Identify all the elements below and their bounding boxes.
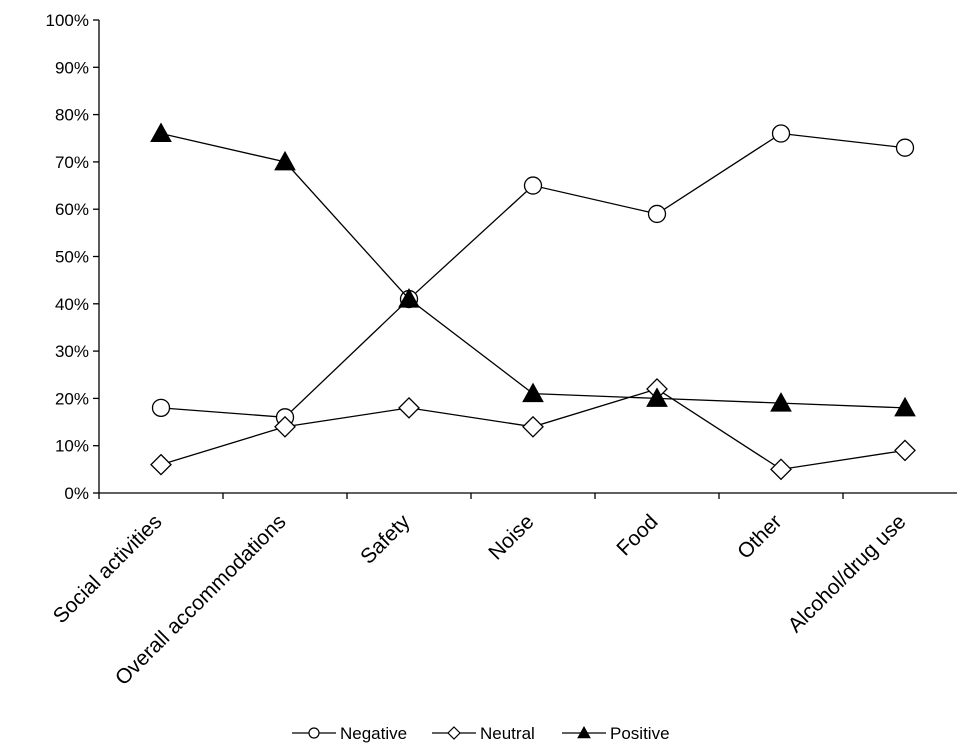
y-tick-label: 90% bbox=[55, 58, 89, 77]
data-point-negative bbox=[771, 124, 791, 143]
y-tick-label: 80% bbox=[55, 106, 89, 125]
y-tick-label: 30% bbox=[55, 342, 89, 361]
legend-item-neutral: Neutral bbox=[432, 724, 535, 743]
data-point-neutral bbox=[274, 415, 296, 438]
y-tick-label: 40% bbox=[55, 295, 89, 314]
legend-label-positive: Positive bbox=[610, 724, 670, 743]
y-tick-label: 10% bbox=[55, 437, 89, 456]
y-tick-label: 100% bbox=[46, 11, 89, 30]
y-tick-label: 60% bbox=[55, 200, 89, 219]
y-tick-label: 70% bbox=[55, 153, 89, 172]
x-category-label: Alcohol/drug use bbox=[784, 510, 911, 637]
data-point-neutral bbox=[522, 415, 544, 438]
x-category-label: Social activities bbox=[49, 510, 167, 628]
data-point-positive bbox=[522, 382, 544, 403]
legend-marker-positive bbox=[577, 725, 591, 739]
data-point-positive bbox=[894, 396, 916, 417]
data-point-neutral bbox=[770, 458, 792, 481]
axes: 0% 10% 20% 30% 40% 50% 60% 70% 80% 90% 100% Social … bbox=[46, 11, 957, 690]
data-point-positive bbox=[150, 122, 172, 143]
x-category-label: Safety bbox=[356, 510, 415, 569]
y-tick-label: 50% bbox=[55, 248, 89, 267]
data-point-neutral bbox=[894, 439, 916, 462]
series-negative bbox=[151, 124, 915, 427]
data-point-positive bbox=[398, 288, 420, 308]
x-category-label: Food bbox=[612, 510, 662, 560]
series-positive bbox=[150, 122, 916, 417]
y-tick-label: 20% bbox=[55, 389, 89, 408]
data-point-neutral bbox=[150, 453, 172, 476]
legend-item-negative: Negative bbox=[292, 724, 407, 743]
data-point-neutral bbox=[398, 396, 420, 419]
x-category-label: Other bbox=[733, 510, 786, 563]
data-point-negative bbox=[895, 138, 915, 157]
x-category-label: Noise bbox=[484, 510, 538, 564]
data-point-positive bbox=[646, 387, 668, 407]
legend-item-positive: Positive bbox=[562, 724, 670, 743]
legend-marker-neutral bbox=[447, 726, 461, 740]
legend: Negative Neutral Positive bbox=[292, 724, 670, 743]
y-tick-label: 0% bbox=[64, 484, 89, 503]
series-line-negative bbox=[160, 132, 906, 418]
legend-marker-negative bbox=[308, 727, 320, 739]
series-lines bbox=[150, 122, 916, 481]
legend-label-neutral: Neutral bbox=[480, 724, 535, 743]
series-line-positive bbox=[160, 132, 906, 409]
data-point-positive bbox=[770, 392, 792, 412]
data-point-positive bbox=[274, 150, 296, 171]
data-point-negative bbox=[647, 204, 667, 224]
data-point-negative bbox=[151, 398, 171, 418]
data-point-negative bbox=[523, 176, 543, 195]
legend-label-negative: Negative bbox=[340, 724, 407, 743]
